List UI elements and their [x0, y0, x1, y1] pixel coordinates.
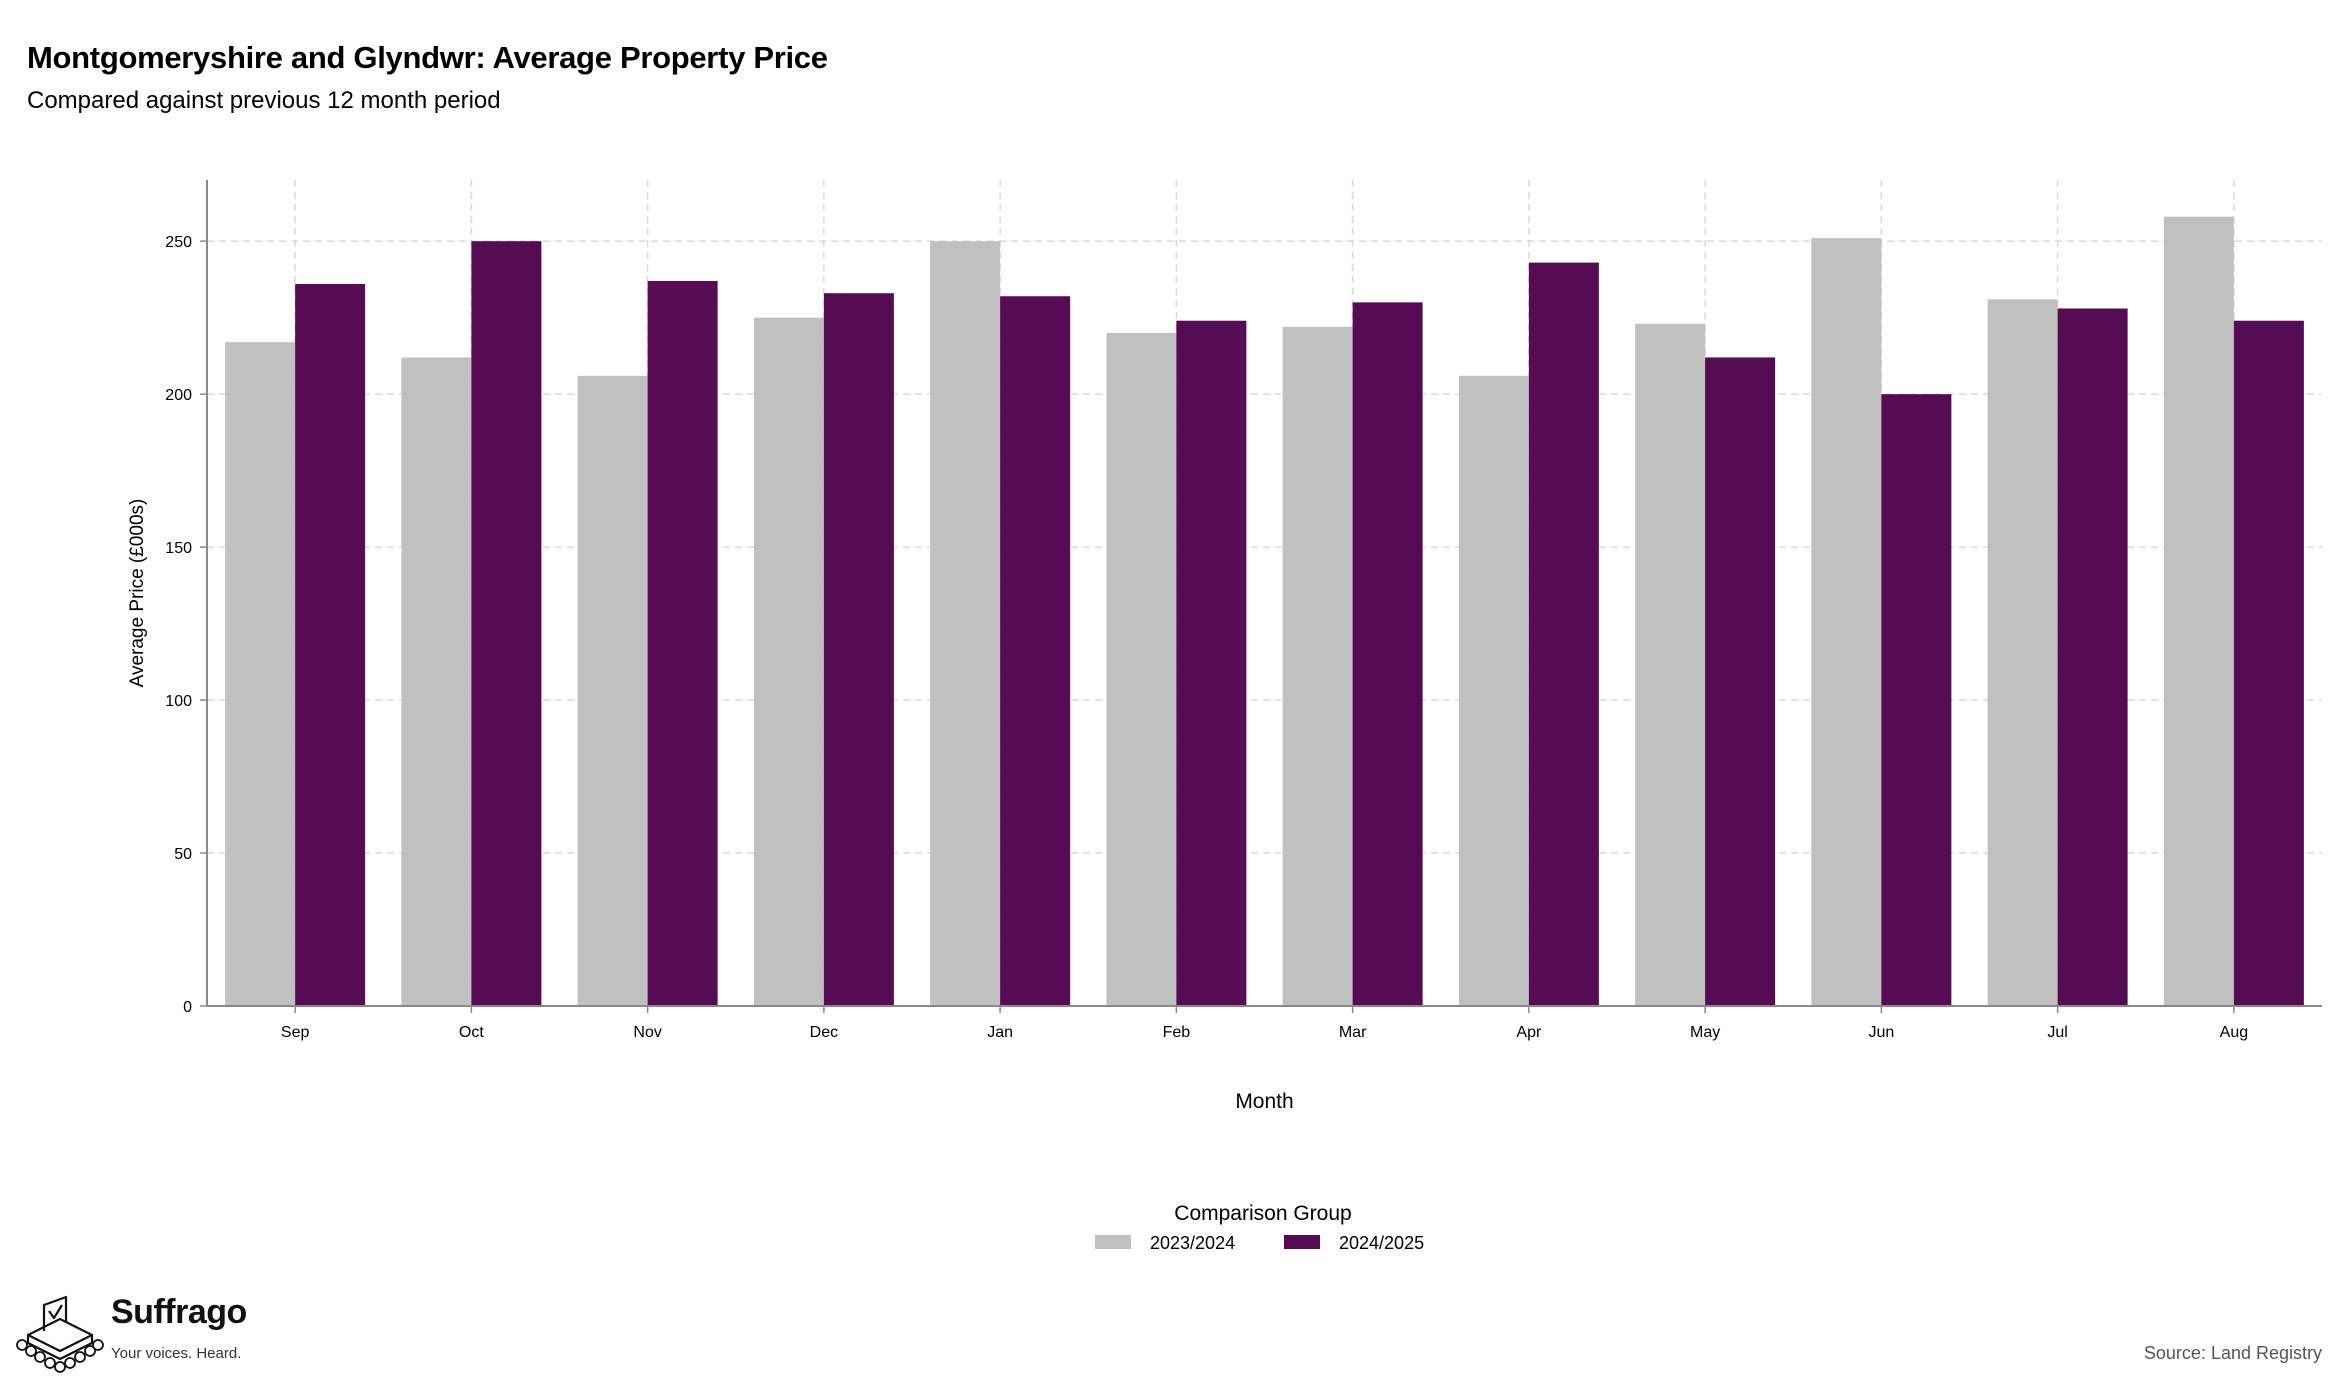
source-note: Source: Land Registry	[2143, 1343, 2322, 1363]
bar	[1458, 375, 1529, 1006]
x-tick-label: Nov	[633, 1024, 661, 1041]
x-tick-label: Jul	[2047, 1024, 2067, 1041]
x-tick-label: Oct	[459, 1024, 484, 1041]
legend-title: Comparison Group	[1174, 1202, 1351, 1225]
chart-title: Montgomeryshire and Glyndwr: Average Pro…	[27, 40, 828, 75]
bar	[2057, 308, 2128, 1006]
bar	[1106, 332, 1177, 1006]
x-tick-label: Sep	[281, 1024, 310, 1041]
bar	[1811, 238, 1882, 1007]
legend-swatch	[1284, 1235, 1320, 1249]
x-tick-label: Dec	[810, 1024, 838, 1041]
bar	[577, 375, 648, 1006]
legend-label: 2023/2024	[1150, 1233, 1235, 1253]
ballot-box-icon	[16, 1295, 104, 1373]
bar	[401, 357, 472, 1007]
bar	[2233, 320, 2304, 1006]
y-tick-label: 100	[165, 693, 192, 710]
bar	[1176, 320, 1247, 1006]
bar	[930, 241, 1001, 1006]
bar	[1881, 394, 1952, 1006]
bar	[1987, 299, 2058, 1006]
x-tick-label: Jun	[1868, 1024, 1894, 1041]
bar	[647, 280, 718, 1006]
x-tick-label: Mar	[1339, 1024, 1367, 1041]
bar	[823, 293, 894, 1006]
y-tick-label: 200	[165, 387, 192, 404]
bar	[753, 317, 824, 1007]
x-tick-label: Jan	[987, 1024, 1013, 1041]
x-tick-label: May	[1690, 1024, 1720, 1041]
bar	[225, 342, 296, 1006]
legend-swatch	[1095, 1235, 1131, 1249]
bar	[471, 241, 542, 1006]
x-tick-label: Apr	[1516, 1024, 1542, 1041]
y-axis-label: Average Price (£000s)	[127, 499, 148, 688]
chart-subtitle: Compared against previous 12 month perio…	[27, 87, 501, 114]
y-tick-label: 0	[183, 999, 192, 1016]
bar	[295, 284, 366, 1007]
legend-label: 2024/2025	[1339, 1233, 1424, 1253]
bar	[1000, 296, 1071, 1007]
bar	[1352, 302, 1423, 1006]
bar	[1282, 326, 1353, 1006]
bar	[1635, 323, 1706, 1007]
y-tick-label: 150	[165, 540, 192, 557]
brand-logo-block: Suffrago Your voices. Heard.	[14, 1293, 274, 1378]
y-tick-label: 50	[174, 846, 192, 863]
x-tick-label: Feb	[1163, 1024, 1191, 1041]
brand-tagline: Your voices. Heard.	[111, 1345, 242, 1362]
x-tick-label: Aug	[2220, 1024, 2248, 1041]
bar	[1528, 262, 1599, 1007]
bar	[1705, 357, 1776, 1007]
bar	[2163, 216, 2234, 1006]
brand-name: Suffrago	[111, 1293, 247, 1331]
y-tick-label: 250	[165, 234, 192, 251]
x-axis-label: Month	[1235, 1090, 1293, 1113]
